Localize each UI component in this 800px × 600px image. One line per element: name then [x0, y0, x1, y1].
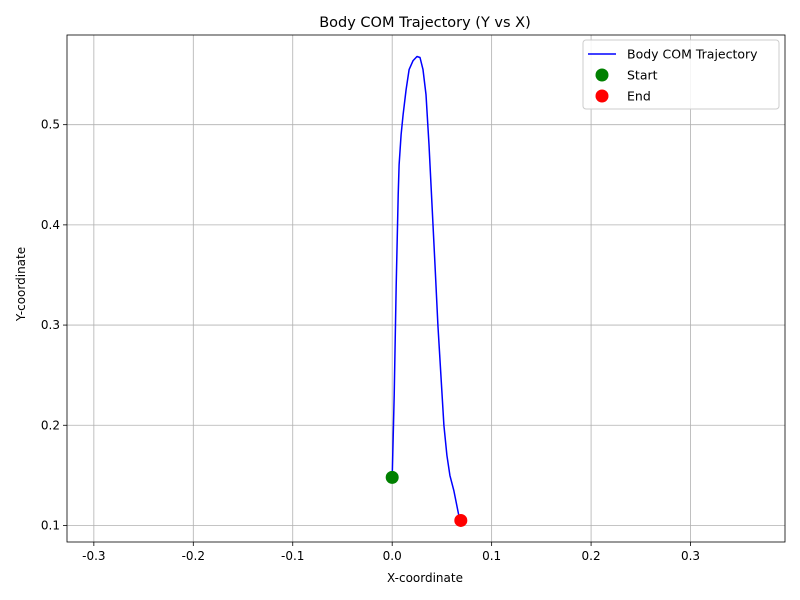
plot-area	[385, 55, 468, 527]
legend-trajectory-label: Body COM Trajectory	[627, 47, 758, 62]
legend-start-label: Start	[627, 68, 658, 83]
x-tick-label: -0.1	[281, 549, 304, 563]
x-tick-label: 0.0	[383, 549, 402, 563]
legend-end-label: End	[627, 89, 651, 104]
legend-start-swatch	[595, 68, 609, 82]
end-marker	[454, 513, 468, 527]
trajectory-line	[391, 55, 462, 521]
axes: -0.3 -0.2 -0.1 0.0 0.1 0.2 0.3 0.1 0.2 0.3 0.4 0.5	[41, 34, 786, 563]
y-tick-label: 0.1	[41, 518, 60, 532]
x-tick-label: -0.3	[82, 549, 105, 563]
plot-frame	[66, 34, 786, 543]
y-tick-label: 0.2	[41, 418, 60, 432]
chart-title: Body COM Trajectory (Y vs X)	[319, 15, 531, 31]
start-marker	[385, 470, 399, 484]
x-tick-label: 0.3	[681, 549, 700, 563]
y-axis-label: Y-coordinate	[14, 247, 28, 322]
x-tick-label: 0.2	[582, 549, 601, 563]
legend-end-swatch	[595, 89, 609, 103]
legend-box	[582, 39, 780, 110]
grid	[67, 35, 785, 542]
x-tick-label: -0.2	[182, 549, 205, 563]
y-tick-label: 0.4	[41, 218, 60, 232]
y-tick-label: 0.5	[41, 118, 60, 132]
legend: Body COM Trajectory Start End	[582, 39, 780, 110]
x-tick-label: 0.1	[482, 549, 501, 563]
y-tick-label: 0.3	[41, 318, 60, 332]
x-axis-label: X-coordinate	[387, 571, 463, 585]
